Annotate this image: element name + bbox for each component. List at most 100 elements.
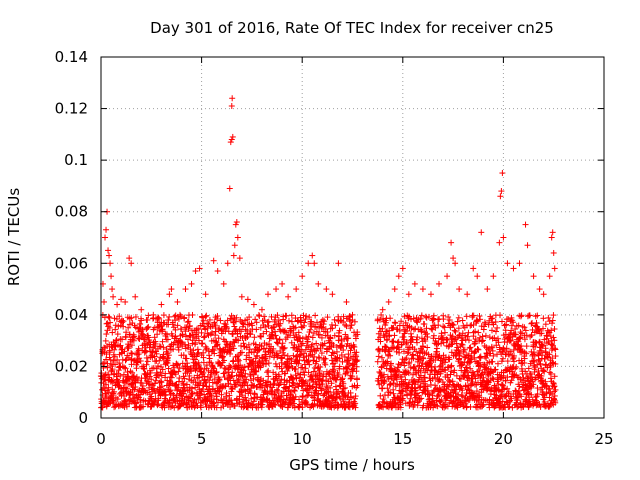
data-point [182, 328, 189, 335]
data-point [196, 374, 203, 381]
data-point [234, 234, 241, 241]
data-point [164, 354, 171, 361]
data-point [391, 332, 398, 339]
data-point [510, 265, 517, 272]
data-point [184, 363, 191, 370]
y-tick-label: 0.06 [55, 254, 88, 272]
data-point [199, 314, 206, 321]
data-point [489, 358, 496, 365]
data-point [391, 286, 398, 293]
x-tick-label: 0 [96, 430, 106, 448]
data-point [105, 247, 112, 254]
data-point [467, 403, 474, 410]
data-point [375, 346, 382, 353]
data-point [103, 226, 110, 233]
data-point [143, 371, 150, 378]
data-point [438, 330, 445, 337]
data-point [151, 387, 158, 394]
data-point [102, 337, 109, 344]
data-point [129, 342, 136, 349]
data-point [492, 328, 499, 335]
data-point [125, 343, 132, 350]
data-point [335, 260, 342, 267]
data-point [181, 396, 188, 403]
data-point [195, 326, 202, 333]
data-point [374, 358, 381, 365]
data-point [395, 361, 402, 368]
data-point [144, 374, 151, 381]
data-point [482, 332, 489, 339]
data-point [385, 298, 392, 305]
data-point [186, 372, 193, 379]
data-point [323, 286, 330, 293]
data-point [499, 170, 506, 177]
data-point [184, 336, 191, 343]
x-tick-label: 20 [494, 430, 513, 448]
data-point [238, 349, 245, 356]
data-point [149, 349, 156, 356]
data-point [114, 396, 121, 403]
data-point [135, 335, 142, 342]
data-point [112, 322, 119, 329]
data-point [549, 317, 556, 324]
y-tick-label: 0.08 [55, 203, 88, 221]
data-point [106, 349, 113, 356]
data-point [156, 343, 163, 350]
data-point [264, 291, 271, 298]
data-point [224, 260, 231, 267]
data-point [116, 313, 123, 320]
data-point [265, 318, 272, 325]
data-point [411, 280, 418, 287]
data-point [285, 293, 292, 300]
data-point [131, 373, 138, 380]
data-point [120, 323, 127, 330]
data-point [236, 255, 243, 262]
data-point [109, 397, 116, 404]
data-point [107, 260, 114, 267]
data-point [199, 340, 206, 347]
data-point [176, 375, 183, 382]
data-point [251, 334, 258, 341]
data-point [131, 333, 138, 340]
data-point [119, 336, 126, 343]
data-point [161, 402, 168, 409]
data-point [125, 373, 132, 380]
data-point [252, 316, 259, 323]
data-point [161, 392, 168, 399]
data-point [264, 369, 271, 376]
data-point [503, 321, 510, 328]
data-point [178, 326, 185, 333]
data-point [114, 356, 121, 363]
data-point [140, 403, 147, 410]
data-point [181, 375, 188, 382]
data-point [470, 312, 477, 319]
data-point [169, 321, 176, 328]
data-point [139, 326, 146, 333]
data-point [102, 234, 109, 241]
data-point [231, 242, 238, 249]
data-point [166, 313, 173, 320]
data-point [106, 252, 113, 259]
data-point [541, 368, 548, 375]
data-point [129, 369, 136, 376]
data-point [470, 265, 477, 272]
data-point [195, 333, 202, 340]
y-tick-label: 0.12 [55, 100, 88, 118]
data-point [378, 354, 385, 361]
data-point [474, 273, 481, 280]
x-tick-label: 15 [393, 430, 412, 448]
data-point [465, 337, 472, 344]
data-point [175, 344, 182, 351]
data-point [193, 389, 200, 396]
data-point [160, 344, 167, 351]
data-point [456, 286, 463, 293]
data-point [133, 373, 140, 380]
data-point [522, 221, 529, 228]
data-point [177, 313, 184, 320]
data-point [176, 403, 183, 410]
data-point [172, 317, 179, 324]
x-tick-label: 25 [594, 430, 613, 448]
data-point [140, 331, 147, 338]
data-point [450, 255, 457, 262]
